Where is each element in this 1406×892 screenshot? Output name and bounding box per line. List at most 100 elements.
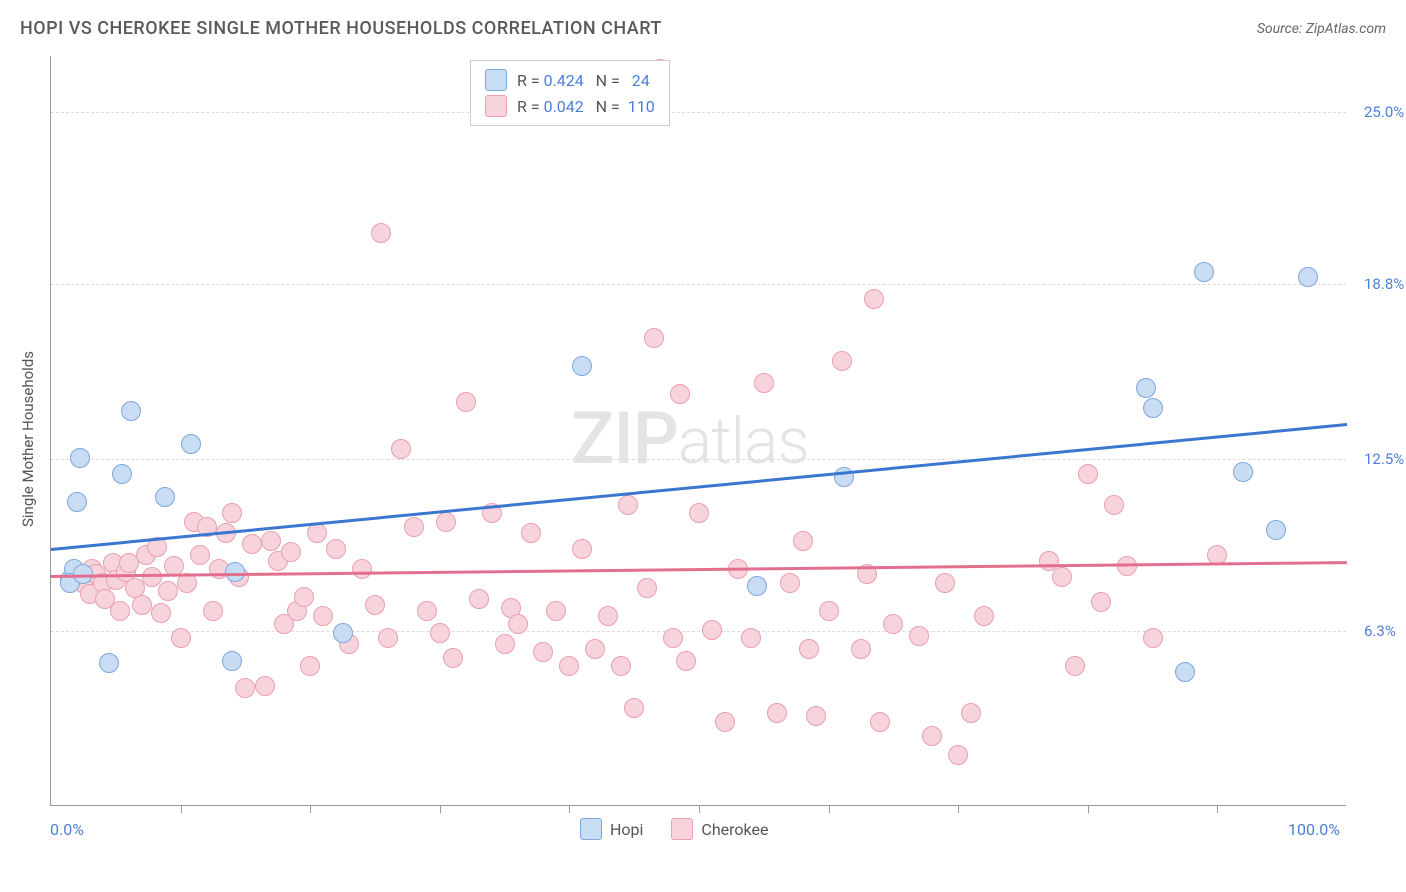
scatter-point [974,606,994,626]
scatter-point [1298,267,1318,287]
scatter-point [1052,567,1072,587]
scatter-point [495,634,515,654]
scatter-point [378,628,398,648]
legend-series-label: Cherokee [701,820,768,839]
scatter-point [112,464,132,484]
scatter-point [832,351,852,371]
trend-line [51,423,1347,550]
scatter-point [559,656,579,676]
scatter-point [1117,556,1137,576]
gridline [51,112,1346,113]
x-tick [1217,805,1218,813]
scatter-point [922,726,942,746]
scatter-point [281,542,301,562]
scatter-point [456,392,476,412]
gridline [51,284,1346,285]
x-label-left: 0.0% [50,820,84,839]
x-tick [310,805,311,813]
scatter-point [235,678,255,698]
scatter-point [443,648,463,668]
scatter-point [618,495,638,515]
scatter-point [572,539,592,559]
watermark: ZIPatlas [571,396,809,481]
scatter-point [155,487,175,507]
title-bar: HOPI VS CHEROKEE SINGLE MOTHER HOUSEHOLD… [20,18,1386,39]
scatter-point [585,639,605,659]
scatter-point [70,448,90,468]
x-tick [958,805,959,813]
scatter-point [1091,592,1111,612]
scatter-point [533,642,553,662]
x-tick [829,805,830,813]
scatter-point [546,601,566,621]
legend-series-label: Hopi [610,820,643,839]
x-tick [569,805,570,813]
x-tick [181,805,182,813]
x-label-right: 100.0% [1288,820,1340,839]
legend-swatch [485,69,507,91]
scatter-point [870,712,890,732]
scatter-point [436,512,456,532]
scatter-point [326,539,346,559]
scatter-point [1065,656,1085,676]
scatter-point [644,328,664,348]
scatter-point [151,603,171,623]
legend-series-item: Hopi [580,818,643,840]
legend-series-item: Cherokee [671,818,768,840]
gridline [51,459,1346,460]
scatter-point [883,614,903,634]
watermark-zip: ZIP [571,396,678,481]
scatter-point [110,601,130,621]
scatter-point [190,545,210,565]
legend-row: R = 0.042 N = 110 [485,93,655,119]
y-tick-label: 12.5% [1364,450,1404,468]
legend-r-label: R = 0.424 N = 24 [517,71,650,90]
scatter-point [851,639,871,659]
watermark-atlas: atlas [678,404,809,479]
scatter-point [1104,495,1124,515]
scatter-point [793,531,813,551]
scatter-point [171,628,191,648]
scatter-point [121,401,141,421]
scatter-point [1266,520,1286,540]
scatter-point [747,576,767,596]
scatter-point [132,595,152,615]
legend-r-label: R = 0.042 N = 110 [517,97,655,116]
scatter-point [222,503,242,523]
scatter-point [637,578,657,598]
scatter-point [222,651,242,671]
scatter-point [225,562,245,582]
scatter-point [1143,628,1163,648]
y-tick-label: 25.0% [1364,103,1404,121]
legend-swatch [671,818,693,840]
legend-correlation: R = 0.424 N = 24 R = 0.042 N = 110 [470,60,670,126]
source-attribution: Source: ZipAtlas.com [1257,21,1386,37]
scatter-point [689,503,709,523]
scatter-point [741,628,761,648]
legend-swatch [485,95,507,117]
scatter-point [307,523,327,543]
scatter-point [754,373,774,393]
scatter-point [67,492,87,512]
scatter-point [1233,462,1253,482]
scatter-point [430,623,450,643]
legend-swatch [580,818,602,840]
scatter-point [663,628,683,648]
scatter-point [391,439,411,459]
scatter-point [1175,662,1195,682]
scatter-point [181,434,201,454]
scatter-point [1136,378,1156,398]
x-tick [1088,805,1089,813]
legend-series: Hopi Cherokee [580,818,768,840]
scatter-point [935,573,955,593]
scatter-point [158,581,178,601]
scatter-point [624,698,644,718]
y-tick-label: 6.3% [1364,622,1396,640]
scatter-point [1194,262,1214,282]
scatter-point [819,601,839,621]
scatter-point [598,606,618,626]
scatter-point [767,703,787,723]
scatter-point [572,356,592,376]
scatter-point [799,639,819,659]
scatter-point [715,712,735,732]
